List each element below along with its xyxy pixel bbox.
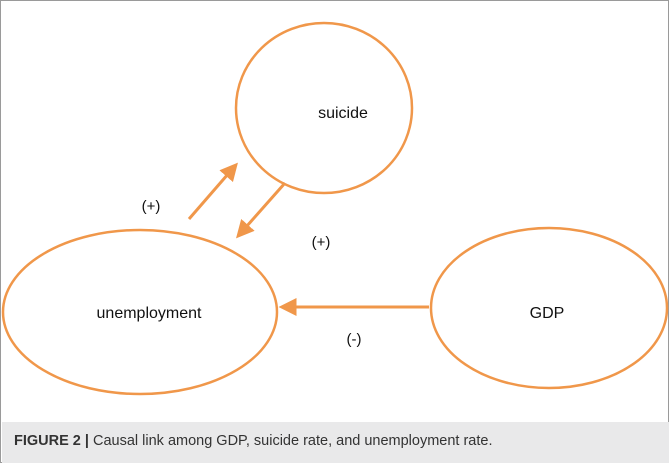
- suicide-node-label: suicide: [318, 105, 368, 122]
- figure-label: FIGURE 2 |: [14, 433, 89, 449]
- edge-label-unemployment-to-suicide: (+): [142, 198, 161, 215]
- caption-text: Causal link among GDP, suicide rate, and…: [88, 433, 493, 449]
- edge-label-gdp-to-unemployment: (-): [347, 331, 362, 348]
- figure-caption: FIGURE 2 | Causal link among GDP, suicid…: [14, 433, 664, 449]
- unemployment-node-label: unemployment: [97, 305, 203, 322]
- causal-diagram: suicide unemployment GDP (+) (+) (-): [1, 21, 669, 396]
- gdp-node: [429, 226, 669, 390]
- caption-band: FIGURE 2 | Causal link among GDP, suicid…: [2, 422, 669, 463]
- arrow-unemployment-to-suicide: [187, 162, 238, 220]
- suicide-node: [234, 21, 414, 195]
- unemployment-node: [1, 228, 279, 396]
- gdp-node-label: GDP: [530, 305, 565, 322]
- edge-label-suicide-to-unemployment: (+): [312, 234, 331, 251]
- arrow-suicide-to-unemployment: [236, 182, 287, 239]
